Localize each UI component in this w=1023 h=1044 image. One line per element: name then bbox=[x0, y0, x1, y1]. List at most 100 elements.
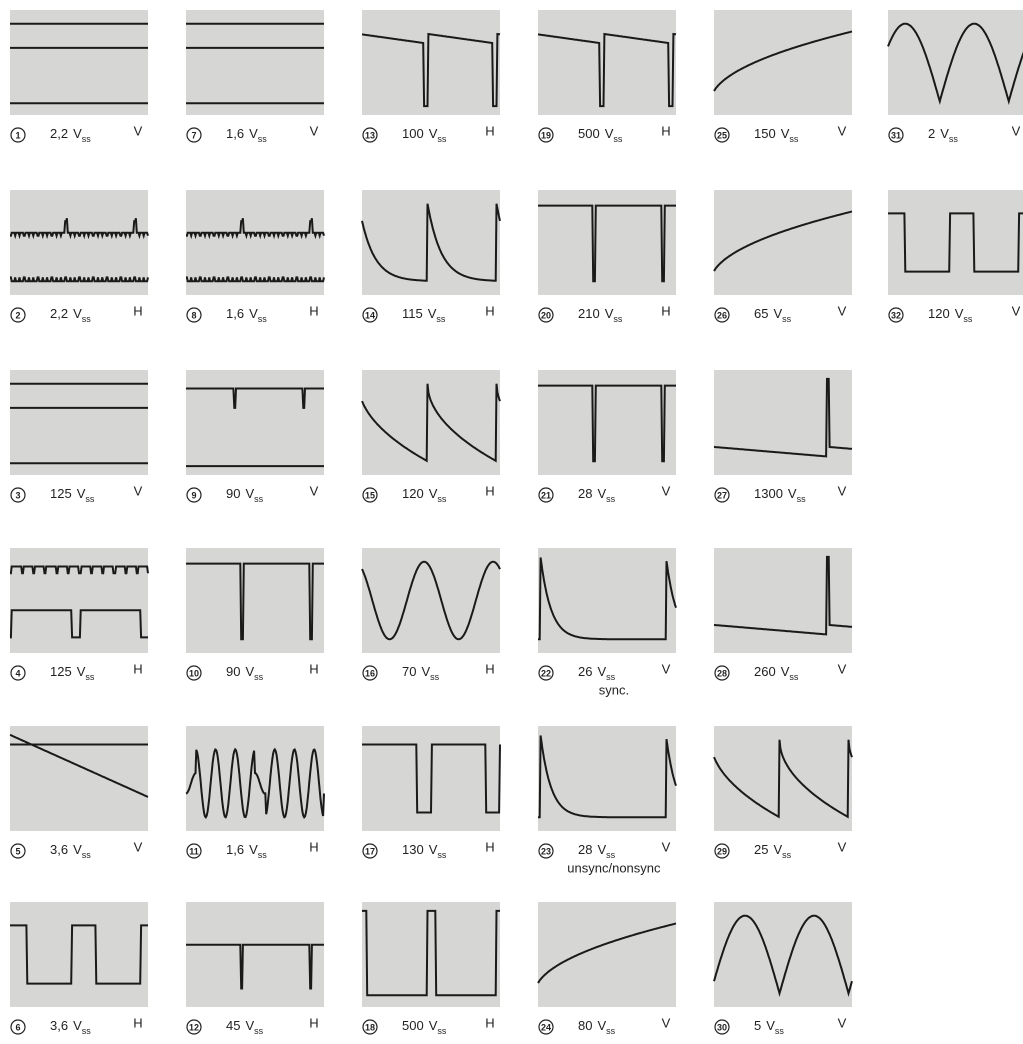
amplitude-label: 65 Vss bbox=[754, 306, 792, 324]
waveform-trace bbox=[9, 218, 149, 240]
panel-number: 11 bbox=[189, 846, 199, 856]
unit: V bbox=[781, 664, 790, 679]
waveform-panel: 4 125 Vss H bbox=[9, 548, 149, 682]
sweep-mode: H bbox=[485, 839, 494, 854]
amplitude: 65 bbox=[754, 306, 768, 321]
unit-subscript: ss bbox=[775, 1026, 785, 1036]
unit-subscript: ss bbox=[258, 314, 268, 324]
unit: V bbox=[245, 664, 254, 679]
unit: V bbox=[955, 306, 964, 321]
panel-number: 12 bbox=[189, 1022, 199, 1032]
waveform-trace bbox=[361, 203, 501, 282]
unit-subscript: ss bbox=[437, 134, 447, 144]
number-circle bbox=[714, 127, 730, 143]
sweep-mode: H bbox=[661, 123, 670, 138]
amplitude: 3,6 bbox=[50, 842, 68, 857]
panel-number: 22 bbox=[541, 668, 551, 678]
waveform-trace bbox=[361, 32, 501, 108]
number-circle bbox=[186, 487, 202, 503]
unit: V bbox=[73, 126, 82, 141]
amplitude: 100 bbox=[402, 126, 424, 141]
panel-number: 28 bbox=[717, 668, 727, 678]
unit-subscript: ss bbox=[606, 494, 616, 504]
panel-number: 30 bbox=[717, 1022, 727, 1032]
waveform-trace bbox=[537, 922, 677, 984]
waveform-trace bbox=[888, 212, 1023, 273]
waveform-trace bbox=[362, 909, 500, 997]
number-circle bbox=[186, 307, 202, 323]
unit-subscript: ss bbox=[437, 850, 447, 860]
panel-number: 2 bbox=[15, 310, 20, 320]
sweep-mode: V bbox=[310, 123, 319, 138]
oscillogram bbox=[362, 370, 500, 475]
unit-subscript: ss bbox=[606, 672, 616, 682]
waveform-trace bbox=[537, 32, 677, 108]
amplitude: 120 bbox=[928, 306, 950, 321]
number-circle bbox=[538, 665, 554, 681]
panel-number: 24 bbox=[541, 1022, 551, 1032]
panel-number: 8 bbox=[191, 310, 196, 320]
number-circle bbox=[538, 307, 554, 323]
amplitude-label: 25 Vss bbox=[754, 842, 792, 860]
unit: V bbox=[597, 1018, 606, 1033]
amplitude-label: 260 Vss bbox=[754, 664, 799, 682]
number-circle bbox=[714, 487, 730, 503]
amplitude-label: 210 Vss bbox=[578, 306, 623, 324]
amplitude: 28 bbox=[578, 486, 592, 501]
amplitude-label: 500 Vss bbox=[578, 126, 623, 144]
waveform-panel: 19 500 Vss H bbox=[537, 10, 677, 144]
waveform-panel: 14 115 Vss H bbox=[361, 190, 501, 324]
oscillogram bbox=[714, 370, 852, 475]
number-circle bbox=[362, 487, 378, 503]
panel-number: 26 bbox=[717, 310, 727, 320]
oscillogram bbox=[714, 190, 852, 295]
waveform-panel: 17 130 Vss H bbox=[362, 726, 501, 860]
sweep-mode: V bbox=[838, 483, 847, 498]
amplitude-label: 150 Vss bbox=[754, 126, 799, 144]
panel-number: 23 bbox=[541, 846, 551, 856]
number-circle bbox=[714, 307, 730, 323]
unit-subscript: ss bbox=[85, 672, 95, 682]
waveform-trace bbox=[9, 609, 148, 639]
amplitude-label: 1,6 Vss bbox=[226, 126, 267, 144]
oscillogram bbox=[538, 902, 676, 1007]
number-circle bbox=[186, 665, 202, 681]
unit: V bbox=[421, 664, 430, 679]
amplitude-label: 90 Vss bbox=[226, 486, 264, 504]
amplitude: 5 bbox=[754, 1018, 761, 1033]
oscillogram bbox=[186, 726, 324, 831]
oscillogram bbox=[714, 548, 852, 653]
waveform-trace bbox=[9, 565, 149, 575]
unit-subscript: ss bbox=[82, 1026, 92, 1036]
waveform-panel: 20 210 Vss H bbox=[538, 190, 676, 324]
number-circle bbox=[10, 127, 26, 143]
amplitude-label: 125 Vss bbox=[50, 486, 95, 504]
waveform-panel: 16 70 Vss H bbox=[361, 548, 501, 682]
amplitude: 1,6 bbox=[226, 306, 244, 321]
number-circle bbox=[714, 665, 730, 681]
waveform-trace bbox=[538, 384, 676, 463]
unit-subscript: ss bbox=[258, 134, 268, 144]
oscillogram bbox=[186, 370, 324, 475]
oscillogram bbox=[362, 902, 500, 1007]
number-circle bbox=[538, 487, 554, 503]
panel-number: 9 bbox=[191, 490, 196, 500]
amplitude: 115 bbox=[402, 306, 423, 321]
amplitude: 90 bbox=[226, 486, 240, 501]
oscillogram bbox=[538, 10, 676, 115]
waveform-trace bbox=[185, 747, 325, 820]
amplitude-label: 3,6 Vss bbox=[50, 1018, 91, 1036]
sweep-mode: H bbox=[133, 1015, 142, 1030]
unit-subscript: ss bbox=[963, 314, 973, 324]
waveform-trace bbox=[713, 30, 853, 92]
sweep-mode: V bbox=[838, 661, 847, 676]
sweep-mode: V bbox=[310, 483, 319, 498]
amplitude: 2,2 bbox=[50, 306, 68, 321]
panel-number: 14 bbox=[365, 310, 375, 320]
